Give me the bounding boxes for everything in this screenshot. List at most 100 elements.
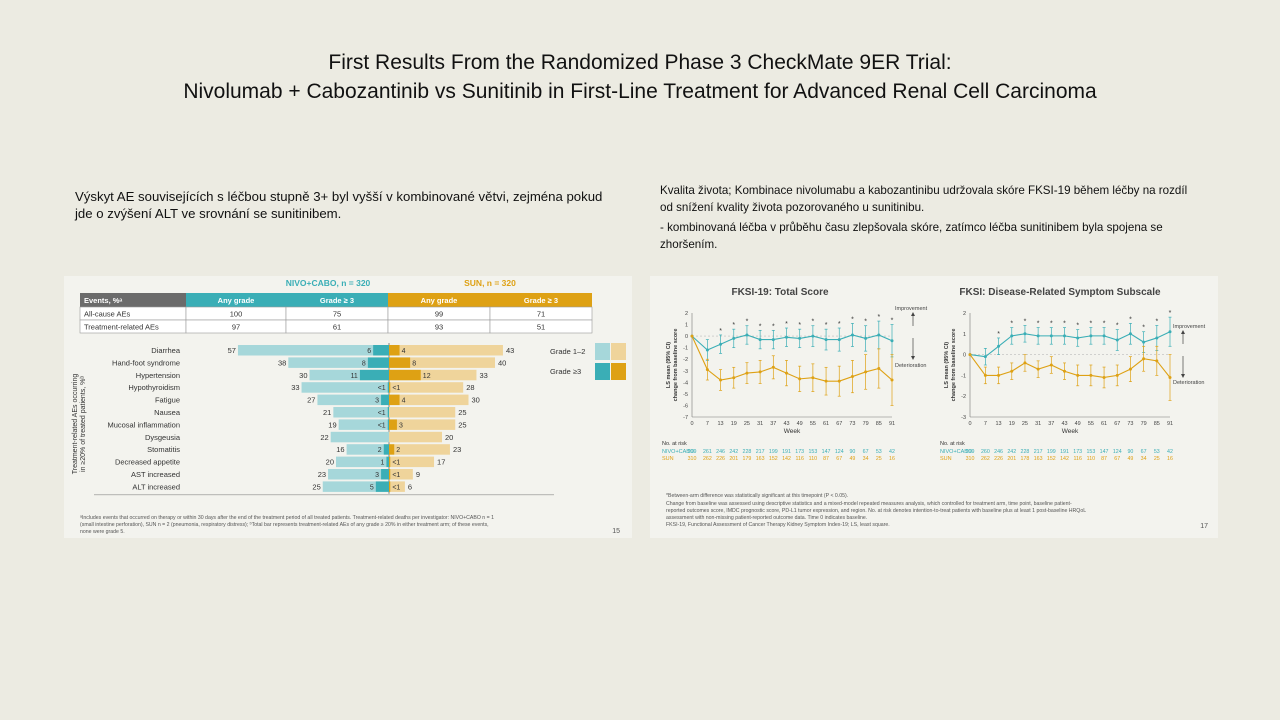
sun-grade3-label: <1 — [392, 472, 400, 479]
bar-sun-any-grade — [390, 456, 435, 468]
bar-sun-any-grade — [399, 394, 469, 406]
ae-footnote-line-2: (small intestine perforation), SUN n = 2… — [80, 522, 489, 528]
data-point — [732, 336, 736, 340]
x-tick-label: 0 — [968, 421, 971, 427]
x-tick-label: 79 — [863, 421, 869, 427]
bar-nivo-any-grade — [338, 419, 388, 430]
bar-sun-any-grade — [390, 382, 464, 393]
significance-asterisk: * — [1142, 325, 1145, 332]
significance-asterisk: * — [1010, 321, 1013, 328]
category-label: ALT increased — [132, 482, 180, 491]
at-risk-count: 201 — [729, 456, 738, 462]
nivo-grade3-label: 6 — [367, 348, 371, 355]
significance-asterisk: * — [838, 321, 841, 328]
data-point — [864, 336, 868, 340]
sun-grade3-label: 2 — [396, 447, 400, 454]
at-risk-count: 299 — [966, 449, 975, 455]
y-axis-label: LS mean (95% CI) change from baseline sco… — [944, 329, 957, 402]
x-tick-label: 49 — [1075, 421, 1081, 427]
y-tick-label: 1 — [685, 323, 688, 329]
table-cell-value: 61 — [333, 323, 341, 332]
at-risk-count: 173 — [1073, 449, 1082, 455]
quality-of-life-panel: FKSI-19: Total Score FKSI: Disease-Relat… — [650, 276, 1218, 538]
significance-asterisk: * — [732, 322, 735, 329]
bar-sun-any-grade — [394, 444, 450, 455]
bar-nivo-any-grade — [333, 407, 388, 418]
data-point — [745, 371, 749, 375]
nivo-any-grade-label: 20 — [326, 458, 334, 467]
category-label: Stomatitis — [147, 445, 180, 454]
at-risk-count: 246 — [994, 449, 1003, 455]
x-axis-label: Week — [1062, 428, 1079, 435]
table-header-text: Any grade — [218, 296, 255, 305]
legend-swatch-nivo-g3 — [595, 363, 610, 380]
sun-any-grade-label: 30 — [472, 396, 480, 405]
y-label-line-1: LS mean (95% CI) — [944, 342, 950, 388]
category-label: AST increased — [131, 470, 180, 479]
title-line-2: Nivolumab + Cabozantinib vs Sunitinib in… — [183, 80, 1097, 103]
nivo-any-grade-label: 57 — [228, 346, 236, 355]
data-point — [997, 344, 1001, 348]
bar-nivo-grade3 — [373, 345, 389, 356]
nivo-grade3-label: 11 — [351, 373, 358, 380]
bar-sun-any-grade — [390, 481, 405, 492]
subscale-title: FKSI: Disease-Related Symptom Subscale — [959, 287, 1161, 298]
data-point — [785, 371, 789, 375]
sun-any-grade-label: 25 — [458, 408, 466, 417]
bar-sun-grade3 — [389, 394, 400, 406]
table-header-cell — [186, 293, 286, 307]
nivo-grade3-label: 5 — [370, 484, 374, 491]
y-tick-label: 1 — [963, 332, 966, 338]
bar-nivo-grade3 — [387, 382, 389, 393]
x-tick-label: 37 — [770, 421, 776, 427]
data-point — [811, 334, 815, 338]
x-tick-label: 25 — [1022, 421, 1028, 427]
data-point — [890, 339, 894, 343]
at-risk-count: 173 — [795, 449, 804, 455]
qol-footnote-line-4: assessment with non-missing patient-repo… — [666, 515, 867, 521]
table-cell-value: 99 — [435, 310, 443, 319]
at-risk-count: 42 — [1167, 449, 1173, 455]
qol-footnote-line-2: Change from baseline was assessed using … — [666, 501, 1072, 507]
data-point — [1049, 334, 1053, 338]
x-tick-label: 67 — [1114, 421, 1120, 427]
nivo-grade3-label: <1 — [378, 422, 386, 429]
y-tick-label: 2 — [685, 311, 688, 317]
data-point — [1010, 369, 1014, 373]
subscale-up-arrow-icon — [1181, 330, 1185, 334]
ae-footnote-line-3: none were grade 5. — [80, 529, 125, 535]
at-risk-count: 262 — [703, 456, 712, 462]
y-tick-label: -3 — [683, 369, 688, 375]
significance-asterisk: * — [719, 328, 722, 335]
category-label: Mucosal inflammation — [107, 420, 180, 429]
at-risk-count: 87 — [823, 456, 829, 462]
qol-footnote: *Between-arm difference was statisticall… — [666, 493, 1086, 528]
at-risk-count: 25 — [876, 456, 882, 462]
nivo-any-grade-label: 27 — [307, 396, 315, 405]
total-score-title: FKSI-19: Total Score — [731, 287, 828, 298]
significance-asterisk: * — [1024, 318, 1027, 325]
data-point — [1076, 336, 1080, 340]
table-cell-value: 75 — [333, 310, 341, 319]
x-tick-label: 43 — [1061, 421, 1067, 427]
bar-nivo-grade3 — [387, 419, 389, 430]
at-risk-count: 152 — [1047, 456, 1056, 462]
x-tick-label: 13 — [996, 421, 1002, 427]
x-axis-label: Week — [784, 428, 801, 435]
data-point — [705, 348, 709, 352]
x-tick-label: 73 — [849, 421, 855, 427]
data-point — [1023, 361, 1027, 365]
at-risk-count: 242 — [1007, 449, 1016, 455]
nivo-any-grade-label: 16 — [336, 445, 344, 454]
at-risk-count: 178 — [1021, 456, 1030, 462]
significance-asterisk: * — [891, 318, 894, 325]
nivo-grade3-label: 1 — [380, 460, 384, 467]
nivo-any-grade-label: 23 — [318, 470, 326, 479]
at-risk-count: 260 — [981, 449, 990, 455]
qol-footnote-line-1: *Between-arm difference was statisticall… — [666, 493, 848, 499]
qol-footnote-line-3: reported outcomes score, IMDC prognostic… — [666, 508, 1086, 514]
data-point — [1089, 334, 1093, 338]
bar-nivo-any-grade — [237, 345, 374, 356]
data-point — [1036, 367, 1040, 371]
at-risk-count: 110 — [809, 456, 817, 462]
